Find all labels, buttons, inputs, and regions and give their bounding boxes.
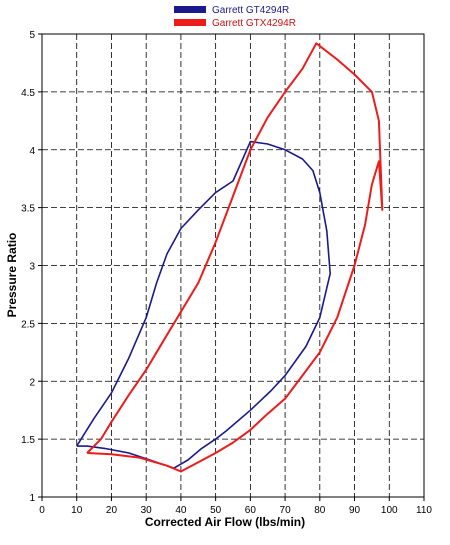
legend-label-1: Garrett GT4294R	[212, 5, 289, 16]
series-line-2	[86, 42, 384, 473]
y-tick-label: 2.5	[21, 319, 35, 330]
x-tick-label: 90	[349, 505, 361, 516]
x-tick-label: 110	[416, 505, 432, 516]
y-tick-label: 2	[29, 377, 35, 388]
series-lines	[76, 42, 384, 473]
grid-lines	[42, 34, 424, 497]
y-tick-label: 4.5	[21, 88, 35, 99]
x-tick-label: 0	[39, 505, 45, 516]
y-tick-label: 3	[29, 262, 35, 273]
x-tick-label: 70	[280, 505, 292, 516]
y-tick-label: 3.5	[21, 204, 35, 215]
legend-swatch-2	[174, 19, 206, 26]
plot-frame	[41, 33, 425, 498]
x-tick-label: 100	[381, 505, 398, 516]
series-line-1	[76, 140, 332, 469]
x-axis-label: Corrected Air Flow (lbs/min)	[145, 515, 305, 529]
y-tick-label: 5	[29, 30, 35, 41]
y-tick-label: 1.5	[21, 435, 35, 446]
axes: 0 10 20 30 40 50 60 70 80 90 100 110 1 1.5 2 2.5 3 3.5 4 4.…	[21, 30, 432, 516]
x-tick-label: 50	[210, 505, 222, 516]
y-axis-label: Pressure Ratio	[5, 233, 19, 318]
y-tick-label: 4	[29, 146, 35, 157]
x-tick-label: 30	[141, 505, 153, 516]
y-tick-label: 1	[29, 493, 35, 504]
x-tick-label: 80	[314, 505, 326, 516]
x-tick-label: 10	[71, 505, 83, 516]
x-tick-label: 20	[106, 505, 118, 516]
x-tick-label: 60	[245, 505, 257, 516]
x-tick-label: 40	[175, 505, 187, 516]
legend-swatch-1	[174, 6, 206, 13]
legend-label-2: Garrett GTX4294R	[212, 18, 296, 29]
legend: Garrett GT4294R Garrett GTX4294R	[174, 5, 296, 29]
